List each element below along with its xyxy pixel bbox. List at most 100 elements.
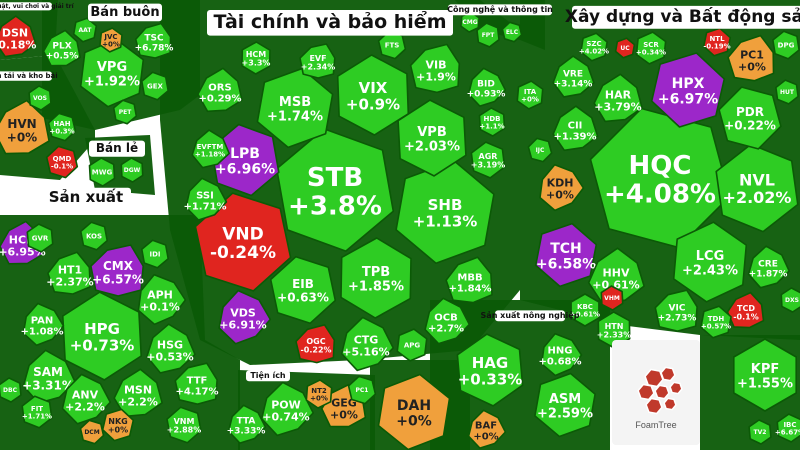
change-label-shb: +1.13% — [413, 212, 478, 230]
ticker-label-nkg: NKG — [108, 417, 127, 426]
ticker-label-evftm: EVFTM — [197, 143, 224, 151]
cell-hcm — [241, 41, 271, 75]
cell-evftm — [191, 129, 230, 169]
cell-nt2 — [305, 379, 333, 409]
change-label-kpf: +1.55% — [737, 376, 793, 391]
ticker-label-har: HAR — [605, 88, 632, 101]
ticker-label-vre: VRE — [563, 70, 583, 80]
change-label-ors: +0.29% — [198, 94, 241, 105]
change-label-qmd: -0.1% — [51, 163, 73, 171]
ticker-label-ht1: HT1 — [58, 263, 82, 276]
ticker-label-eib: EIB — [292, 277, 314, 291]
ticker-label-msb: MSB — [279, 95, 311, 110]
sector-title-plate-nghe-thuat-vui-choi-va-giai-tri — [0, 2, 52, 11]
sector-title-tien-ich: Tiện ích — [250, 371, 286, 380]
foamtree-logo-text: FoamTree — [635, 420, 676, 430]
change-label-hpg: +0.73% — [70, 336, 135, 354]
ticker-label-tsc: TSC — [144, 34, 164, 44]
change-label-lcg: +2.43% — [682, 263, 738, 278]
cell-kdh — [539, 163, 585, 212]
cell-aph — [137, 273, 187, 326]
change-label-hhv: +0.61% — [592, 278, 639, 291]
ticker-label-aat: AAT — [79, 27, 93, 34]
sector-title-xay-dung-va-bat-dong-san: Xây dựng và Bất động sản — [565, 6, 800, 27]
ticker-label-hsg: HSG — [157, 338, 183, 351]
cell-cmx — [90, 244, 144, 297]
cell-pow — [260, 381, 315, 437]
cell-kbc — [570, 293, 600, 327]
ticker-label-tch: TCH — [550, 241, 582, 257]
ticker-label-idi: IDI — [149, 250, 160, 258]
change-label-hdb: +1.1% — [479, 123, 504, 131]
ticker-label-vic: VIC — [669, 304, 686, 314]
change-label-dsn: -0.18% — [0, 38, 36, 51]
ticker-label-hcm: HCM — [246, 50, 267, 59]
ticker-label-plx: PLX — [52, 42, 71, 52]
cell-bid — [467, 67, 507, 107]
cell-pc1 — [727, 34, 775, 82]
change-label-nvl: +2.02% — [723, 188, 792, 207]
ticker-label-lpb: LPB — [230, 146, 260, 162]
cell-ijc — [527, 137, 553, 163]
change-label-hpx: +6.97% — [658, 91, 718, 107]
cell-fit — [21, 395, 53, 429]
change-label-vds: +6.91% — [219, 318, 266, 331]
ticker-label-scr: SCR — [643, 41, 659, 49]
ticker-label-fts: FTS — [385, 41, 400, 49]
cell-shb — [395, 160, 495, 265]
cell-qmd — [45, 145, 79, 179]
ticker-label-shb: SHB — [428, 196, 463, 214]
change-label-vnm: +2.88% — [167, 426, 201, 435]
change-label-ttf: +4.17% — [175, 387, 218, 398]
ticker-label-htn: HTN — [605, 322, 624, 331]
ticker-label-ita: ITA — [524, 88, 537, 96]
ticker-label-cmx: CMX — [103, 259, 134, 273]
ticker-label-lcg: LCG — [696, 249, 725, 264]
ticker-label-baf: BAF — [475, 421, 497, 432]
change-label-vpb: +2.03% — [404, 139, 460, 154]
ticker-label-pc1: PC1 — [740, 48, 764, 61]
ticker-label-hpx: HPX — [672, 76, 705, 92]
cell-cii — [552, 105, 599, 152]
cell-tch — [534, 222, 598, 288]
change-label-asm: +2.59% — [537, 406, 593, 421]
change-label-vnd: -0.24% — [210, 243, 276, 263]
cell-dpg — [772, 30, 800, 60]
change-label-hsg: +0.53% — [146, 350, 193, 363]
cell-cre — [747, 245, 791, 289]
cell-kos — [80, 221, 108, 251]
cell-baf — [467, 409, 507, 449]
cell-hng — [540, 332, 583, 377]
ticker-label-apg: APG — [404, 341, 421, 349]
ticker-label-fit: FIT — [31, 405, 43, 413]
ticker-label-szc: SZC — [586, 40, 601, 48]
ticker-label-hqc: HQC — [629, 151, 692, 181]
change-label-plx: +0.5% — [46, 52, 79, 62]
cell-ssi — [185, 177, 228, 221]
ticker-label-tcd: TCD — [737, 304, 755, 313]
cell-nkg — [101, 408, 135, 442]
sector-title-san-xuat-nong-nghiep: Sản xuất nông nghiệp — [481, 310, 580, 320]
ticker-label-hhv: HHV — [603, 266, 630, 279]
cell-szc — [580, 32, 608, 62]
ticker-label-tdh: TDH — [708, 315, 725, 323]
cell-hsg — [146, 323, 196, 374]
ticker-label-nvl: NVL — [739, 171, 775, 190]
cell-anv — [61, 373, 112, 425]
cell-uc — [614, 37, 636, 59]
change-label-msn: +2.2% — [118, 395, 158, 408]
sector-title-plate-van-tai-va-kho-bai — [0, 71, 52, 81]
change-label-mbb: +1.84% — [448, 284, 491, 295]
change-label-vpg: +1.92% — [84, 74, 140, 89]
ticker-label-vhm: VHM — [604, 295, 620, 302]
ticker-label-mwg: MWG — [92, 168, 113, 176]
ticker-label-vos: VOS — [33, 95, 47, 102]
ticker-label-hut: HUT — [780, 89, 795, 96]
change-label-evftm: +1.18% — [195, 151, 225, 159]
cell-ors — [197, 67, 243, 113]
change-label-scr: +0.34% — [636, 49, 666, 57]
cell-pc1-2 — [347, 375, 377, 405]
change-label-aph: +0.1% — [140, 300, 180, 313]
ticker-label-pdr: PDR — [736, 105, 764, 119]
cell-msb — [256, 67, 334, 149]
